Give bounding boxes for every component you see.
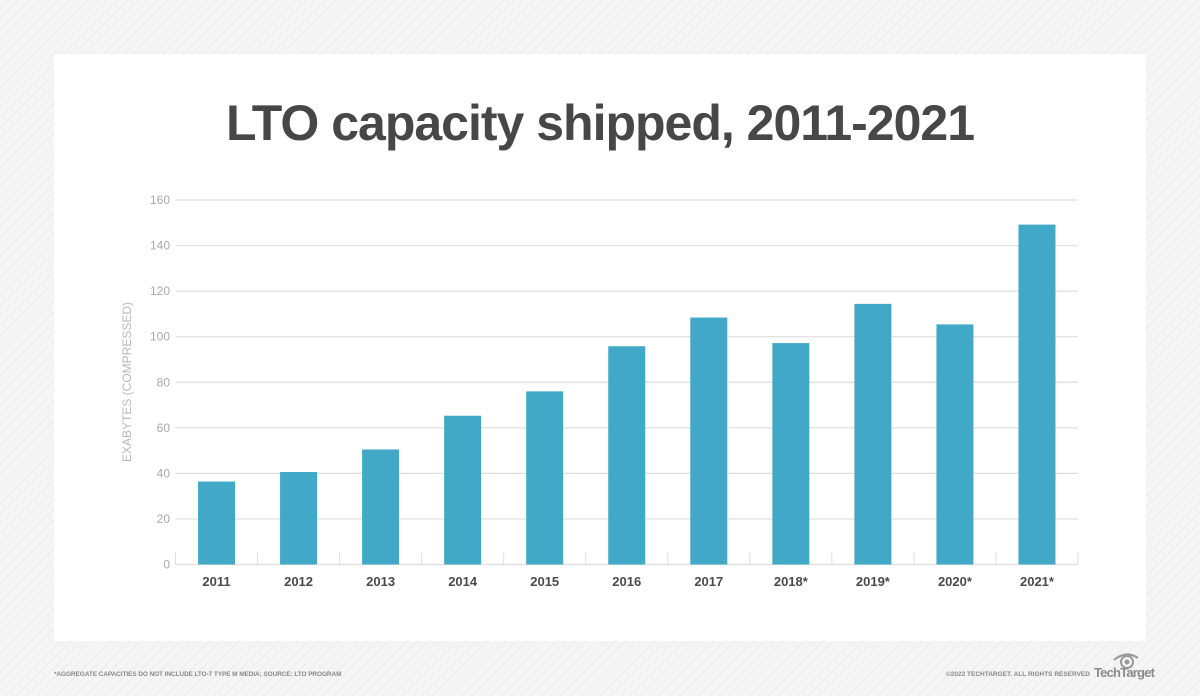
bar-2014 — [444, 415, 482, 565]
x-tick-label: 2019* — [856, 574, 891, 589]
logo-text: TechTarget — [1094, 665, 1155, 680]
x-tick-label: 2012 — [284, 574, 313, 589]
y-tick-label: 0 — [163, 558, 170, 572]
x-tick-label: 2021* — [1020, 574, 1055, 589]
y-tick-label: 120 — [150, 284, 170, 298]
bar-2019 — [854, 303, 892, 565]
x-tick-label: 2020* — [938, 574, 973, 589]
x-tick-label: 2015 — [530, 574, 559, 589]
y-axis-label: EXABYTES (COMPRESSED) — [120, 302, 134, 462]
bar-2018 — [772, 343, 810, 565]
chart-title: LTO capacity shipped, 2011-2021 — [225, 95, 975, 151]
eye-icon — [1113, 653, 1139, 669]
x-tick-label: 2013 — [366, 574, 395, 589]
y-tick-label: 40 — [157, 466, 171, 480]
y-tick-label: 60 — [157, 421, 171, 435]
bar-2021 — [1018, 224, 1056, 565]
x-tick-label: 2018* — [774, 574, 809, 589]
bar-2012 — [280, 472, 318, 565]
x-tick-label: 2014 — [448, 574, 478, 589]
y-tick-label: 140 — [150, 239, 170, 253]
bar-2011 — [198, 481, 236, 565]
bar-2017 — [690, 317, 728, 565]
footnote: *AGGREGATE CAPACITIES DO NOT INCLUDE LTO… — [54, 671, 342, 678]
y-tick-label: 80 — [157, 375, 171, 389]
x-tick-label: 2016 — [612, 574, 641, 589]
bar-2013 — [362, 449, 400, 565]
bar-2016 — [608, 346, 646, 565]
y-tick-label: 160 — [150, 193, 170, 207]
x-tick-label: 2017 — [694, 574, 723, 589]
y-tick-label: 20 — [157, 512, 171, 526]
y-tick-label: 100 — [150, 330, 170, 344]
bar-2020 — [936, 324, 974, 565]
bar-2015 — [526, 391, 564, 565]
x-tick-label: 2011 — [202, 574, 230, 589]
copyright: ©2022 TECHTARGET. ALL RIGHTS RESERVED — [946, 671, 1090, 678]
techtarget-logo: TechTarget — [1094, 650, 1155, 684]
